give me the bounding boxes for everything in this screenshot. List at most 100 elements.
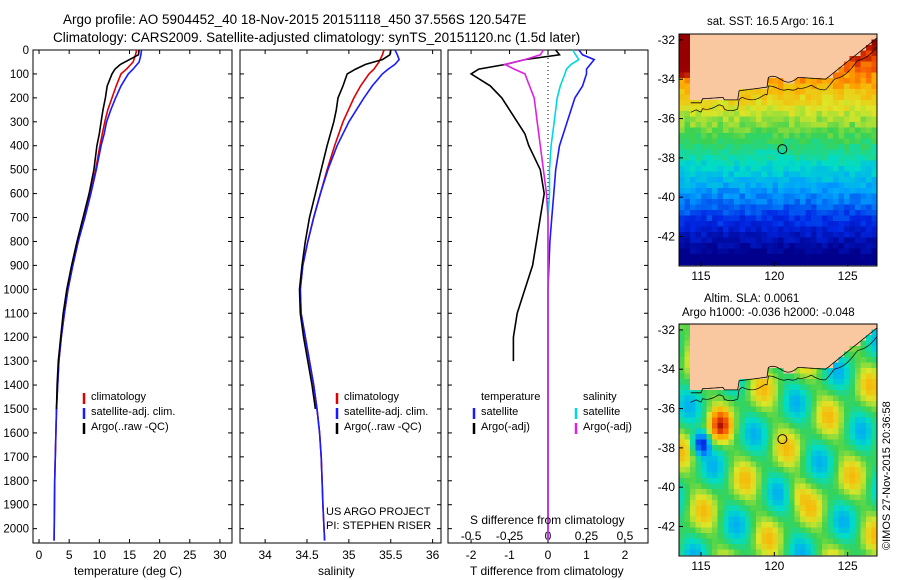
map-cell	[838, 182, 845, 189]
map-cell	[860, 188, 867, 194]
map-cell	[778, 78, 784, 84]
map-cell	[734, 384, 740, 391]
map-cell	[684, 259, 691, 266]
salinity-xlabel: salinity	[318, 564, 355, 578]
map-cell	[701, 56, 707, 62]
map-cell	[767, 450, 773, 457]
map-cell	[690, 472, 696, 479]
y-tick-label: -36	[658, 402, 676, 416]
map-cell	[860, 89, 867, 95]
map-cell	[778, 461, 784, 468]
map-cell	[690, 94, 696, 101]
map-cell	[701, 505, 707, 512]
map-cell	[750, 505, 757, 512]
map-cell	[855, 329, 861, 336]
map-cell	[701, 259, 707, 266]
map-cell	[679, 412, 685, 418]
map-cell	[717, 368, 724, 374]
map-cell	[772, 324, 779, 330]
map-cell	[717, 500, 724, 506]
map-cell	[783, 395, 790, 402]
map-cell	[690, 72, 696, 79]
map-cell	[816, 346, 823, 352]
map-cell	[833, 105, 839, 112]
map-cell	[844, 511, 850, 517]
map-cell	[750, 193, 757, 200]
map-cell	[833, 357, 839, 363]
map-cell	[866, 335, 872, 341]
map-cell	[805, 379, 812, 385]
map-cell	[822, 243, 828, 249]
map-cell	[844, 472, 850, 479]
map-cell	[745, 472, 751, 479]
map-cell	[695, 373, 702, 380]
map-cell	[739, 215, 746, 222]
map-cell	[695, 34, 702, 40]
map-cell	[849, 368, 856, 374]
map-cell	[684, 379, 691, 385]
map-cell	[756, 456, 762, 462]
map-cell	[767, 78, 773, 84]
map-cell	[684, 72, 691, 79]
map-cell	[772, 489, 779, 495]
map-cell	[728, 116, 735, 123]
map-cell	[778, 472, 784, 479]
map-cell	[734, 478, 740, 484]
map-cell	[679, 72, 685, 79]
map-cell	[717, 34, 724, 40]
map-cell	[684, 505, 691, 512]
map-cell	[860, 324, 867, 330]
map-cell	[723, 72, 729, 79]
map-cell	[717, 105, 724, 112]
map-cell	[739, 373, 746, 380]
map-cell	[822, 335, 828, 341]
map-cell	[690, 373, 696, 380]
map-cell	[778, 335, 784, 341]
difference-legend-header-temperature: temperature	[481, 391, 541, 403]
map-cell	[728, 412, 735, 418]
map-cell	[717, 357, 724, 363]
x-tick-label: 120	[764, 559, 784, 573]
map-cell	[717, 149, 724, 156]
map-cell	[767, 171, 773, 178]
map-cell	[849, 72, 856, 79]
map-cell	[822, 61, 828, 68]
map-cell	[756, 89, 762, 95]
map-cell	[827, 412, 834, 418]
map-cell	[717, 472, 724, 479]
map-cell	[756, 34, 762, 40]
map-cell	[855, 538, 861, 545]
map-cell	[679, 171, 685, 178]
map-cell	[739, 177, 746, 183]
map-cell	[866, 94, 872, 101]
map-cell	[701, 160, 707, 167]
map-cell	[734, 83, 740, 90]
map-cell	[706, 199, 713, 205]
map-cell	[745, 511, 751, 517]
map-cell	[690, 226, 696, 233]
map-cell	[866, 478, 872, 484]
map-cell	[833, 511, 839, 517]
map-cell	[866, 439, 872, 446]
map-cell	[761, 210, 768, 216]
map-cell	[695, 188, 702, 194]
map-cell	[811, 368, 817, 374]
map-cell	[783, 346, 790, 352]
map-cell	[745, 34, 751, 40]
map-cell	[833, 259, 839, 266]
map-cell	[756, 243, 762, 249]
map-cell	[866, 423, 872, 429]
map-cell	[822, 166, 828, 172]
map-cell	[717, 254, 724, 260]
y-tick-label: 1300	[3, 356, 29, 368]
map-cell	[684, 45, 691, 51]
map-cell	[844, 182, 850, 189]
map-cell	[723, 144, 729, 150]
map-cell	[789, 373, 795, 380]
map-cell	[761, 494, 768, 501]
map-cell	[844, 144, 850, 150]
map-cell	[827, 50, 834, 57]
map-cell	[789, 122, 795, 128]
map-cell	[833, 522, 839, 528]
map-cell	[684, 34, 691, 40]
